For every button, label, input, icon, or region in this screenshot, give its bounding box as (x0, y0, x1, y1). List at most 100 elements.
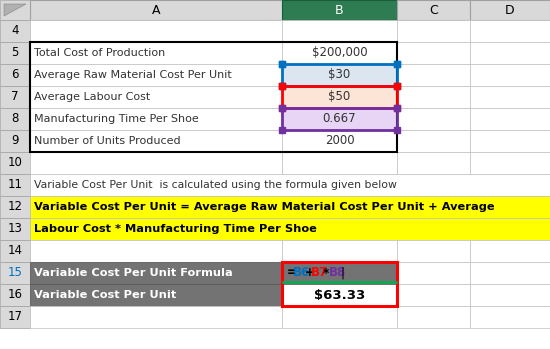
Text: 10: 10 (8, 156, 23, 170)
Text: 17: 17 (8, 311, 23, 324)
Bar (470, 152, 550, 174)
Text: Average Raw Material Cost Per Unit: Average Raw Material Cost Per Unit (34, 70, 232, 80)
Text: +: + (305, 267, 315, 280)
Text: D: D (505, 3, 515, 16)
Bar (30, 42, 282, 64)
Text: *: * (323, 267, 329, 280)
Text: 11: 11 (8, 178, 23, 192)
Bar (282, 0, 397, 20)
Bar (0, 284, 30, 306)
Text: C: C (429, 3, 438, 16)
Bar (30, 196, 550, 218)
Bar (0, 130, 30, 152)
Bar (0, 108, 30, 130)
Bar (30, 262, 282, 284)
Bar (282, 64, 397, 86)
Text: Variable Cost Per Unit  is calculated using the formula given below: Variable Cost Per Unit is calculated usi… (34, 180, 397, 190)
Bar (282, 42, 397, 64)
Bar (0, 306, 30, 328)
Text: Variable Cost Per Unit Formula: Variable Cost Per Unit Formula (34, 268, 233, 278)
Bar (397, 152, 470, 174)
Bar (470, 130, 550, 152)
Bar (470, 108, 550, 130)
Bar (470, 0, 550, 20)
Text: 7: 7 (11, 90, 19, 104)
Bar (30, 20, 282, 42)
Bar (0, 0, 30, 20)
Bar (282, 262, 397, 306)
Text: 5: 5 (12, 46, 19, 59)
Bar (30, 86, 282, 108)
Bar (282, 108, 397, 130)
Text: 12: 12 (8, 200, 23, 214)
Bar (397, 42, 470, 64)
Bar (0, 20, 30, 42)
Bar (282, 20, 397, 42)
Bar (397, 262, 470, 284)
Bar (30, 108, 282, 130)
Bar (0, 152, 30, 174)
Bar (0, 262, 30, 284)
Bar (397, 240, 470, 262)
Bar (282, 130, 397, 152)
Text: Variable Cost Per Unit: Variable Cost Per Unit (34, 290, 176, 300)
Text: B6: B6 (293, 267, 310, 280)
Bar (282, 240, 397, 262)
Bar (30, 306, 282, 328)
Bar (470, 20, 550, 42)
Bar (282, 152, 397, 174)
Text: A: A (152, 3, 160, 16)
Bar (470, 64, 550, 86)
Bar (0, 174, 30, 196)
Bar (30, 240, 282, 262)
Bar (30, 284, 282, 306)
Bar (0, 218, 30, 240)
Text: 4: 4 (11, 24, 19, 37)
Text: |: | (341, 267, 345, 280)
Bar (397, 306, 470, 328)
Text: 8: 8 (12, 112, 19, 126)
Text: $63.33: $63.33 (314, 289, 365, 302)
Text: 13: 13 (8, 223, 23, 236)
Text: $50: $50 (328, 90, 351, 104)
Text: Number of Units Produced: Number of Units Produced (34, 136, 180, 146)
Polygon shape (4, 4, 26, 16)
Bar (397, 86, 470, 108)
Bar (470, 306, 550, 328)
Text: 2000: 2000 (324, 134, 354, 148)
Bar (282, 108, 397, 130)
Bar (470, 262, 550, 284)
Bar (30, 0, 282, 20)
Text: Labour Cost * Manufacturing Time Per Shoe: Labour Cost * Manufacturing Time Per Sho… (34, 224, 317, 234)
Bar (30, 218, 550, 240)
Bar (282, 284, 397, 306)
Text: $30: $30 (328, 68, 351, 82)
Bar (30, 42, 397, 152)
Bar (0, 42, 30, 64)
Bar (397, 130, 470, 152)
Text: 0.667: 0.667 (323, 112, 356, 126)
Bar (30, 152, 282, 174)
Text: B: B (335, 3, 344, 16)
Bar (282, 86, 397, 108)
Text: $200,000: $200,000 (312, 46, 367, 59)
Text: 16: 16 (8, 289, 23, 302)
Bar (397, 284, 470, 306)
Text: 9: 9 (11, 134, 19, 148)
Bar (0, 86, 30, 108)
Bar (470, 42, 550, 64)
Text: 6: 6 (11, 68, 19, 82)
Bar (0, 64, 30, 86)
Bar (397, 64, 470, 86)
Bar (30, 174, 550, 196)
Bar (0, 240, 30, 262)
Text: Manufacturing Time Per Shoe: Manufacturing Time Per Shoe (34, 114, 199, 124)
Text: B8: B8 (329, 267, 346, 280)
Bar (282, 64, 397, 86)
Bar (470, 240, 550, 262)
Text: Total Cost of Production: Total Cost of Production (34, 48, 165, 58)
Bar (397, 0, 470, 20)
Bar (470, 86, 550, 108)
Bar (30, 130, 282, 152)
Bar (282, 262, 397, 284)
